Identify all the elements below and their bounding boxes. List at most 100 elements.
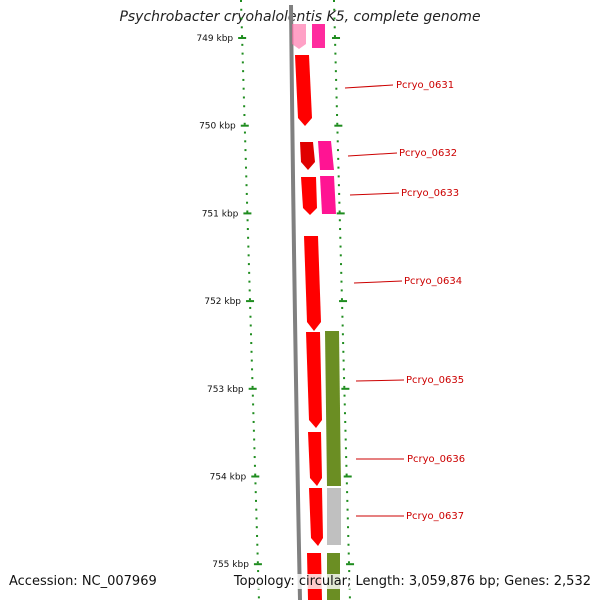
minor-tick [341, 306, 344, 309]
minor-tick [250, 359, 253, 362]
minor-tick [342, 368, 345, 371]
minor-tick [345, 482, 348, 485]
minor-tick [249, 333, 252, 336]
major-tick [332, 37, 341, 39]
minor-tick [240, 17, 243, 20]
minor-tick [336, 140, 339, 143]
minor-tick [248, 289, 251, 292]
minor-tick [256, 543, 259, 546]
feature-track [292, 24, 341, 600]
kbp-tick-label: 753 kbp [207, 385, 244, 395]
kbp-tick-label: 752 kbp [204, 297, 241, 307]
minor-tick [249, 315, 252, 318]
gene-label-pcryo-0637: Pcryo_0637 [406, 511, 464, 522]
minor-tick [254, 482, 257, 485]
minor-tick [340, 271, 343, 274]
feature-green [325, 331, 341, 486]
minor-tick [248, 298, 251, 301]
minor-tick [247, 263, 250, 266]
minor-tick [347, 552, 350, 555]
major-tick [253, 563, 262, 566]
major-tick [341, 387, 350, 390]
minor-tick [348, 570, 351, 573]
minor-tick [341, 333, 344, 336]
minor-tick [347, 543, 350, 546]
minor-tick [343, 385, 346, 388]
inner-tick-track: 749 kbp 750 kbp 751 kbp 752 kbp 753 kbp 754 k… [196, 0, 262, 599]
minor-tick [255, 517, 258, 520]
minor-tick [240, 0, 242, 2]
minor-tick [335, 78, 338, 81]
minor-tick [253, 456, 256, 459]
minor-tick [339, 236, 342, 239]
minor-tick [244, 149, 247, 152]
minor-tick [333, 8, 336, 11]
minor-tick [344, 429, 347, 432]
minor-tick [251, 368, 254, 371]
minor-tick [249, 324, 252, 327]
minor-tick [343, 394, 346, 397]
minor-tick [248, 280, 251, 283]
major-tick [248, 387, 257, 390]
minor-tick [343, 377, 346, 380]
minor-tick [341, 324, 344, 327]
callout-line [353, 280, 403, 284]
gene-arrow-pcryo-0637 [309, 488, 323, 546]
kbp-tick-label: 751 kbp [202, 209, 239, 219]
gene-arrow-pcryo-0635 [306, 332, 322, 428]
genome-backbone [289, 4, 302, 600]
gene-arrow-pcryo-0636 [308, 432, 322, 486]
topology-text: Topology: circular; Length: 3,059,876 bp… [233, 574, 591, 589]
minor-tick [344, 447, 347, 450]
gene-arrow-pcryo-0634 [304, 236, 321, 331]
minor-tick [257, 596, 260, 599]
gene-label-pcryo-0636: Pcryo_0636 [407, 454, 465, 465]
minor-tick [347, 534, 350, 537]
minor-tick [252, 429, 255, 432]
minor-tick [252, 420, 255, 423]
minor-tick [242, 96, 245, 99]
minor-tick [346, 499, 349, 502]
minor-tick [243, 105, 246, 108]
minor-tick [342, 342, 345, 345]
minor-tick [254, 473, 257, 476]
minor-tick [337, 166, 340, 169]
minor-tick [335, 87, 338, 90]
major-tick [251, 475, 260, 478]
minor-tick [333, 0, 335, 2]
minor-tick [242, 87, 245, 90]
minor-tick [243, 114, 246, 117]
minor-tick [256, 552, 259, 555]
minor-tick [241, 43, 244, 46]
minor-tick [247, 245, 250, 248]
minor-tick [343, 403, 346, 406]
minor-tick [249, 306, 252, 309]
minor-tick [345, 456, 348, 459]
minor-tick [240, 8, 243, 11]
minor-tick [338, 192, 341, 195]
minor-tick [346, 491, 349, 494]
minor-tick [247, 254, 250, 257]
minor-tick [337, 184, 340, 187]
minor-tick [334, 70, 337, 73]
gene-label-pcryo-0631: Pcryo_0631 [396, 80, 454, 91]
minor-tick [256, 534, 259, 537]
major-tick [246, 300, 255, 303]
minor-tick [255, 526, 258, 529]
major-tick [240, 124, 249, 127]
minor-tick [246, 219, 249, 222]
minor-tick [241, 52, 244, 55]
minor-tick [252, 403, 255, 406]
minor-tick [254, 499, 257, 502]
minor-tick [253, 447, 256, 450]
minor-tick [340, 280, 343, 283]
minor-tick [333, 26, 336, 29]
minor-tick [340, 263, 343, 266]
minor-tick [333, 17, 336, 20]
major-tick [339, 300, 348, 303]
minor-tick [340, 289, 343, 292]
gene-label-pcryo-0634: Pcryo_0634 [404, 276, 462, 287]
minor-tick [345, 464, 348, 467]
minor-tick [243, 131, 246, 134]
